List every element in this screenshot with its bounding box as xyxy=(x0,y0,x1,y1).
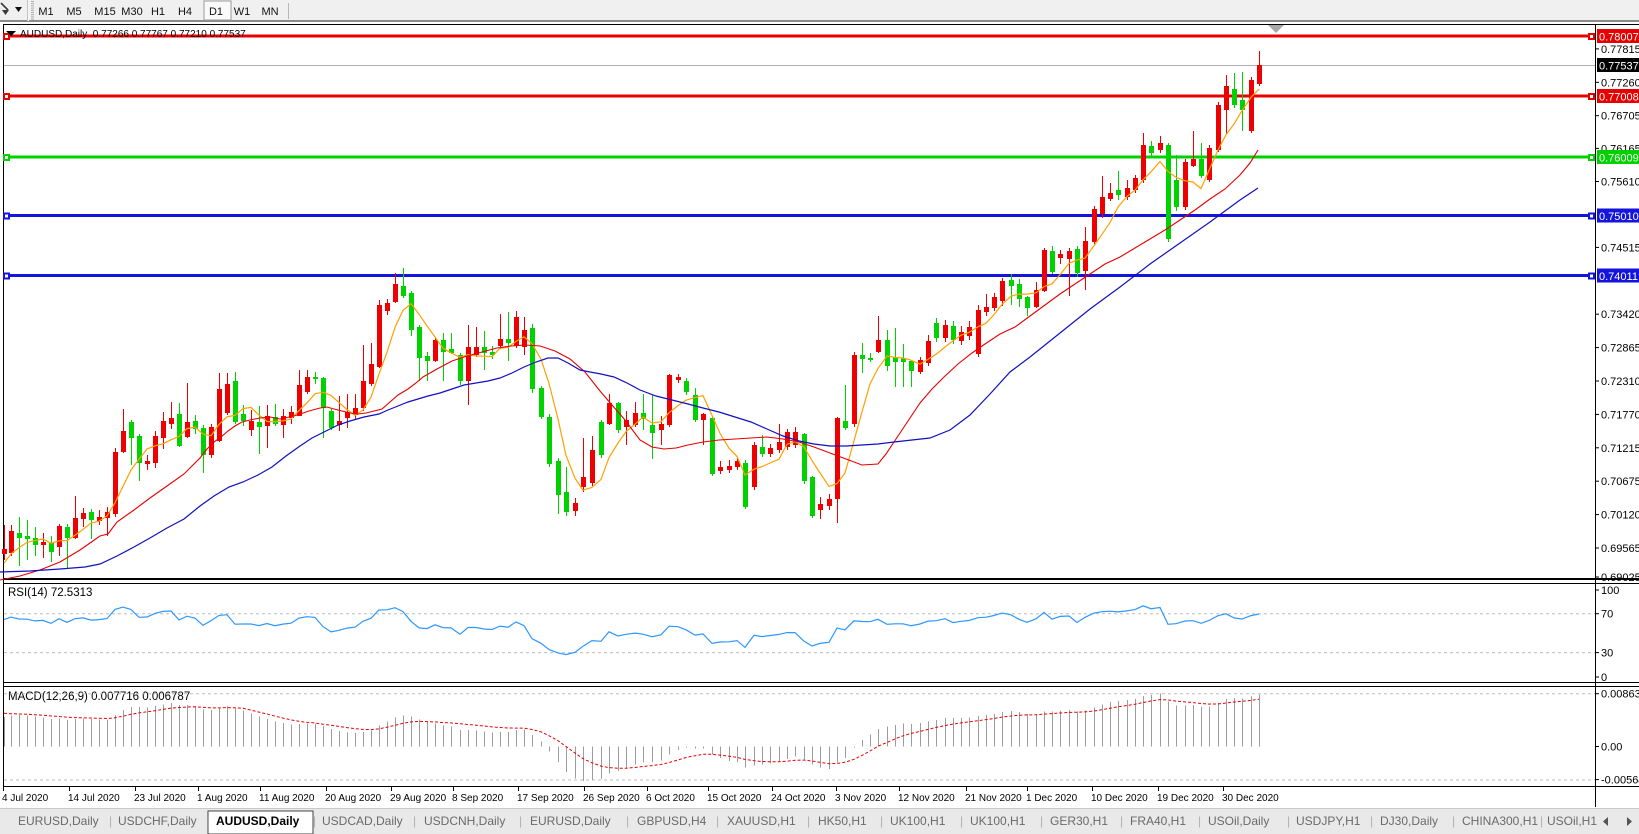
svg-text:|: | xyxy=(1540,814,1543,828)
svg-text:0.78007: 0.78007 xyxy=(1599,32,1639,44)
svg-text:0.75610: 0.75610 xyxy=(1601,177,1639,189)
svg-text:M1: M1 xyxy=(38,6,53,18)
svg-text:15 Oct 2020: 15 Oct 2020 xyxy=(707,793,762,804)
svg-text:3 Nov 2020: 3 Nov 2020 xyxy=(835,793,887,804)
svg-text:1 Aug 2020: 1 Aug 2020 xyxy=(197,793,248,804)
svg-text:USDCNH,Daily: USDCNH,Daily xyxy=(424,814,505,828)
svg-text:MN: MN xyxy=(261,6,278,18)
svg-text:|: | xyxy=(880,814,883,828)
svg-text:EURUSD,Daily: EURUSD,Daily xyxy=(18,814,99,828)
svg-text:0.70120: 0.70120 xyxy=(1601,510,1639,522)
svg-text:|: | xyxy=(1452,814,1455,828)
svg-text:0.75010: 0.75010 xyxy=(1599,211,1639,223)
svg-text:|: | xyxy=(109,814,112,828)
svg-text:0.72310: 0.72310 xyxy=(1601,376,1639,388)
svg-text:EURUSD,Daily: EURUSD,Daily xyxy=(530,814,611,828)
svg-text:DJ30,Daily: DJ30,Daily xyxy=(1380,814,1438,828)
svg-text:M15: M15 xyxy=(94,6,115,18)
svg-text:|: | xyxy=(960,814,963,828)
svg-text:10 Dec 2020: 10 Dec 2020 xyxy=(1091,793,1148,804)
svg-text:|: | xyxy=(626,814,629,828)
svg-text:8 Sep 2020: 8 Sep 2020 xyxy=(452,793,504,804)
svg-text:4 Jul 2020: 4 Jul 2020 xyxy=(2,793,49,804)
svg-text:0.76009: 0.76009 xyxy=(1599,153,1639,165)
svg-text:MACD(12,26,9) 0.007716 0.00678: MACD(12,26,9) 0.007716 0.006787 xyxy=(8,691,190,703)
svg-text:H1: H1 xyxy=(151,6,165,18)
svg-text:19 Dec 2020: 19 Dec 2020 xyxy=(1157,793,1214,804)
svg-text:FRA40,H1: FRA40,H1 xyxy=(1130,814,1186,828)
svg-text:0.71770: 0.71770 xyxy=(1601,409,1639,421)
svg-text:|: | xyxy=(1120,814,1123,828)
svg-text:0.73420: 0.73420 xyxy=(1601,309,1639,321)
svg-text:W1: W1 xyxy=(234,6,251,18)
svg-text:|: | xyxy=(1370,814,1373,828)
svg-text:XAUUSD,H1: XAUUSD,H1 xyxy=(727,814,796,828)
svg-text:0.74011: 0.74011 xyxy=(1599,271,1638,283)
svg-text:|: | xyxy=(807,814,810,828)
svg-text:0.74515: 0.74515 xyxy=(1601,242,1639,254)
svg-text:0.77260: 0.77260 xyxy=(1601,77,1639,89)
svg-text:0.77815: 0.77815 xyxy=(1601,44,1639,56)
svg-text:UK100,H1: UK100,H1 xyxy=(890,814,946,828)
svg-text:70: 70 xyxy=(1601,609,1613,621)
svg-text:M30: M30 xyxy=(121,6,142,18)
svg-text:100: 100 xyxy=(1601,585,1619,597)
svg-text:USOil,Daily: USOil,Daily xyxy=(1208,814,1269,828)
svg-text:GBPUSD,H4: GBPUSD,H4 xyxy=(637,814,707,828)
svg-text:1 Dec 2020: 1 Dec 2020 xyxy=(1026,793,1078,804)
svg-text:|: | xyxy=(716,814,719,828)
svg-text:D1: D1 xyxy=(209,6,223,18)
svg-text:AUDUSD,Daily 0.77266 0.77767: AUDUSD,Daily 0.77266 0.77767 0.77210 0.7… xyxy=(20,29,246,40)
svg-text:|: | xyxy=(1198,814,1201,828)
svg-text:14 Jul 2020: 14 Jul 2020 xyxy=(68,793,120,804)
svg-text:|: | xyxy=(1287,814,1290,828)
svg-text:0.69025: 0.69025 xyxy=(1601,572,1639,584)
svg-text:H4: H4 xyxy=(178,6,192,18)
svg-text:17 Sep 2020: 17 Sep 2020 xyxy=(517,793,574,804)
svg-text:0: 0 xyxy=(1601,672,1607,684)
svg-text:|: | xyxy=(519,814,522,828)
svg-text:12 Nov 2020: 12 Nov 2020 xyxy=(898,793,955,804)
svg-text:M5: M5 xyxy=(66,6,81,18)
svg-text:USDCAD,Daily: USDCAD,Daily xyxy=(322,814,403,828)
svg-text:0.70675: 0.70675 xyxy=(1601,476,1639,488)
svg-text:|: | xyxy=(313,814,316,828)
svg-text:0.008633: 0.008633 xyxy=(1601,689,1639,701)
svg-text:30: 30 xyxy=(1601,648,1613,660)
svg-text:|: | xyxy=(413,814,416,828)
svg-text:AUDUSD,Daily: AUDUSD,Daily xyxy=(216,814,300,828)
svg-text:-0.005641: -0.005641 xyxy=(1601,775,1639,787)
svg-text:USOil,H1: USOil,H1 xyxy=(1547,814,1597,828)
svg-text:23 Jul 2020: 23 Jul 2020 xyxy=(134,793,186,804)
svg-text:21 Nov 2020: 21 Nov 2020 xyxy=(965,793,1022,804)
svg-text:|: | xyxy=(1040,814,1043,828)
svg-text:26 Sep 2020: 26 Sep 2020 xyxy=(583,793,640,804)
svg-text:11 Aug 2020: 11 Aug 2020 xyxy=(259,793,315,804)
svg-text:20 Aug 2020: 20 Aug 2020 xyxy=(325,793,382,804)
svg-text:29 Aug 2020: 29 Aug 2020 xyxy=(390,793,447,804)
svg-text:6 Oct 2020: 6 Oct 2020 xyxy=(646,793,695,804)
svg-text:HK50,H1: HK50,H1 xyxy=(818,814,867,828)
svg-text:CHINA300,H1: CHINA300,H1 xyxy=(1462,814,1538,828)
svg-text:0.72865: 0.72865 xyxy=(1601,343,1639,355)
svg-text:0.69565: 0.69565 xyxy=(1601,543,1639,555)
svg-text:GER30,H1: GER30,H1 xyxy=(1050,814,1108,828)
svg-text:|: | xyxy=(207,814,210,828)
svg-text:USDJPY,H1: USDJPY,H1 xyxy=(1296,814,1361,828)
svg-text:0.77537: 0.77537 xyxy=(1599,61,1639,73)
svg-text:UK100,H1: UK100,H1 xyxy=(970,814,1026,828)
svg-text:30 Dec 2020: 30 Dec 2020 xyxy=(1222,793,1279,804)
svg-text:0.71215: 0.71215 xyxy=(1601,443,1639,455)
svg-text:24 Oct 2020: 24 Oct 2020 xyxy=(771,793,826,804)
svg-text:0.00: 0.00 xyxy=(1601,742,1622,754)
svg-text:USDCHF,Daily: USDCHF,Daily xyxy=(118,814,197,828)
svg-text:0.76705: 0.76705 xyxy=(1601,111,1639,123)
svg-text:RSI(14) 72.5313: RSI(14) 72.5313 xyxy=(8,587,92,599)
svg-text:0.77008: 0.77008 xyxy=(1599,92,1639,104)
